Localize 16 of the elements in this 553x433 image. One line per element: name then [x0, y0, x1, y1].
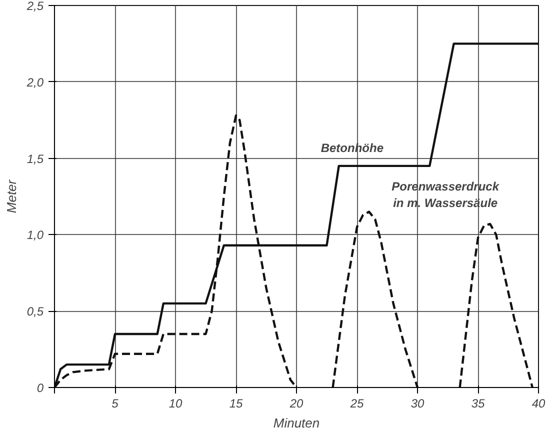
x-tick-label: 20	[288, 396, 304, 410]
x-tick-label: 40	[532, 396, 546, 410]
x-tick-label: 15	[229, 396, 243, 410]
y-tick-label: 2,5	[26, 0, 44, 13]
x-tick-label: 5	[112, 396, 119, 410]
x-axis-title: Minuten	[273, 416, 320, 430]
y-tick-label: 2,0	[26, 75, 44, 90]
y-tick-label: 1,5	[26, 152, 44, 166]
y-tick-label: 0,5	[26, 304, 44, 319]
x-tick-label: 30	[410, 396, 424, 410]
x-tick-label: 35	[471, 396, 485, 410]
y-axis-title: Meter	[4, 179, 19, 214]
y-tick-label: 0	[36, 381, 44, 395]
x-tick-label: 10	[168, 396, 182, 410]
y-tick-label: 1,0	[26, 228, 44, 242]
x-tick-label: 25	[349, 396, 364, 410]
